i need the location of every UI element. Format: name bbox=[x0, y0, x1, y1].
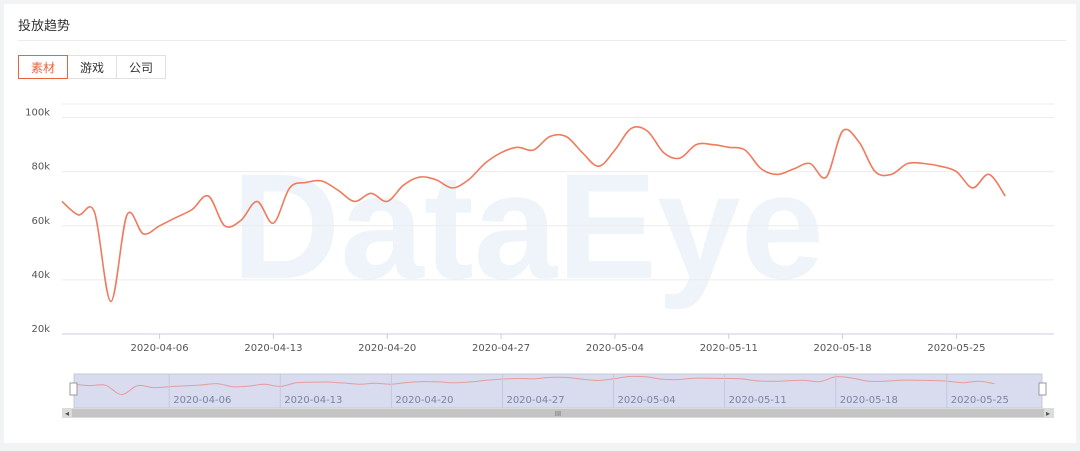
scrollbar-grip[interactable]: III bbox=[555, 410, 561, 418]
slider-background[interactable] bbox=[73, 373, 1043, 409]
tab-game[interactable]: 游戏 bbox=[67, 55, 118, 79]
x-tick-label: 2020-05-25 bbox=[927, 343, 985, 354]
x-tick-label: 2020-05-04 bbox=[586, 343, 644, 354]
series-line bbox=[61, 125, 1006, 303]
y-tick-label: 40k bbox=[31, 270, 50, 281]
x-tick-label: 2020-04-20 bbox=[358, 343, 416, 354]
tab-group: 素材 游戏 公司 bbox=[18, 55, 167, 79]
title-divider bbox=[18, 40, 1066, 41]
slider-tick-label: 2020-05-18 bbox=[840, 395, 898, 406]
slider-tick-label: 2020-04-20 bbox=[395, 395, 453, 406]
y-tick-label: 100k bbox=[25, 108, 50, 119]
y-tick-label: 80k bbox=[31, 162, 50, 173]
slider-tick-label: 2020-05-04 bbox=[618, 395, 676, 406]
x-tick-label: 2020-04-06 bbox=[131, 343, 189, 354]
slider-tick-label: 2020-05-25 bbox=[951, 395, 1009, 406]
panel-title: 投放趋势 bbox=[18, 19, 71, 34]
scroll-right-arrow[interactable]: ▸ bbox=[1046, 409, 1050, 418]
slider-preview-line bbox=[73, 375, 995, 396]
y-tick-label: 20k bbox=[31, 324, 50, 335]
chart-panel: 投放趋势 素材 游戏 公司 bbox=[4, 4, 1076, 443]
slider-tick-label: 2020-04-27 bbox=[506, 395, 564, 406]
tab-company[interactable]: 公司 bbox=[116, 55, 167, 79]
slider-right-handle[interactable] bbox=[1038, 382, 1047, 396]
slider-left-handle[interactable] bbox=[69, 382, 78, 396]
x-tick-label: 2020-05-11 bbox=[700, 343, 758, 354]
scrollbar-thumb[interactable] bbox=[72, 409, 1044, 417]
x-tick-label: 2020-04-13 bbox=[244, 343, 302, 354]
x-tick-label: 2020-04-27 bbox=[472, 343, 530, 354]
x-tick-label: 2020-05-18 bbox=[814, 343, 872, 354]
tab-material[interactable]: 素材 bbox=[18, 55, 69, 79]
slider-tick-label: 2020-05-11 bbox=[729, 395, 787, 406]
y-tick-label: 60k bbox=[31, 216, 50, 227]
slider-tick-label: 2020-04-06 bbox=[173, 395, 231, 406]
slider-tick-label: 2020-04-13 bbox=[284, 395, 342, 406]
scroll-left-arrow[interactable]: ◂ bbox=[65, 409, 69, 418]
